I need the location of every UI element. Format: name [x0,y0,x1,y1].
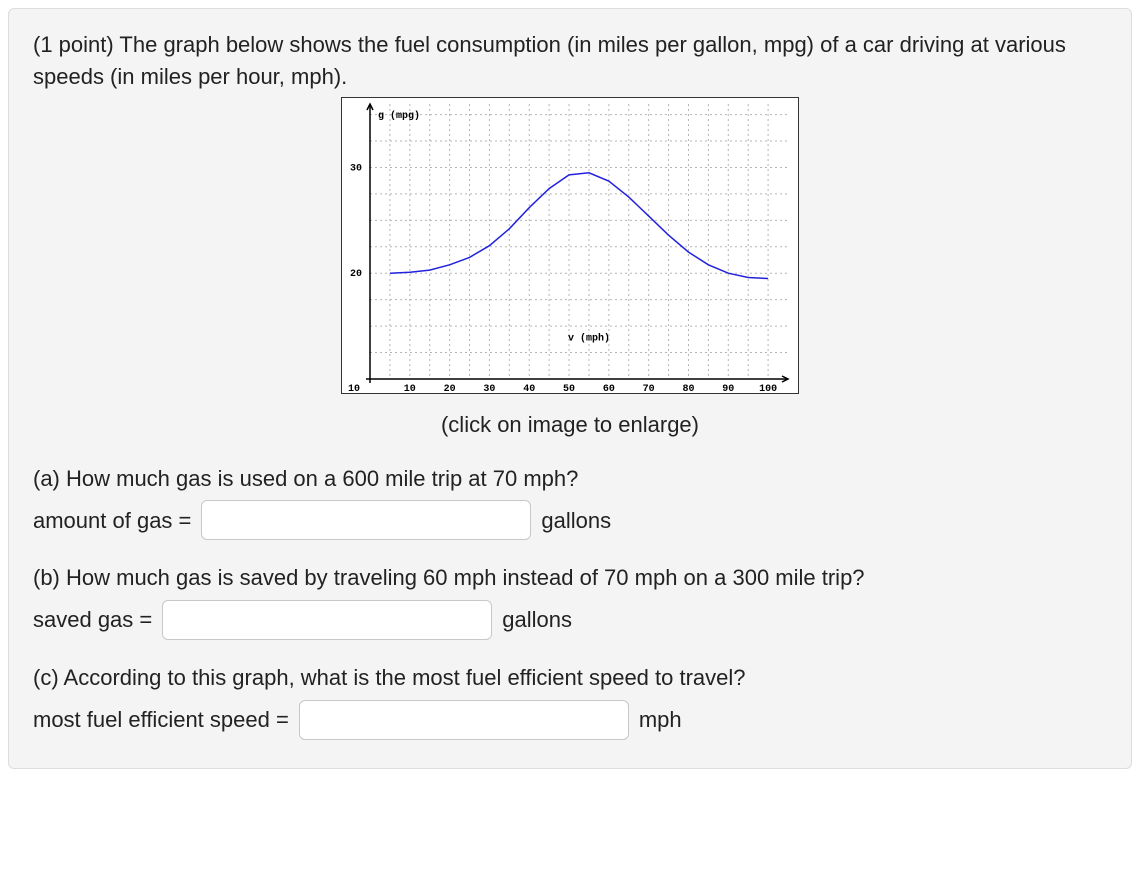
answer-input-c[interactable] [299,700,629,740]
svg-text:90: 90 [722,384,734,395]
svg-text:20: 20 [350,269,362,280]
answer-label-a: amount of gas = [33,505,191,537]
answer-row-c: most fuel efficient speed = mph [33,700,1107,740]
svg-text:g (mpg): g (mpg) [378,110,420,122]
answer-unit-a: gallons [541,505,611,537]
svg-text:60: 60 [603,384,615,395]
question-a: (a) How much gas is used on a 600 mile t… [33,463,1107,495]
answer-unit-c: mph [639,704,682,736]
svg-text:100: 100 [759,384,777,395]
svg-text:30: 30 [350,163,362,174]
svg-text:10: 10 [348,384,360,395]
answer-input-b[interactable] [162,600,492,640]
problem-container: (1 point) The graph below shows the fuel… [8,8,1132,769]
answer-row-b: saved gas = gallons [33,600,1107,640]
svg-text:v (mph): v (mph) [568,332,610,344]
chart-area: 10 20 30 40 50 60 70 80 90 100 20 30 10 g (mpg) v (mph… [33,97,1107,441]
svg-text:40: 40 [523,384,535,395]
svg-text:80: 80 [682,384,694,395]
svg-text:10: 10 [404,384,416,395]
chart-frame[interactable]: 10 20 30 40 50 60 70 80 90 100 20 30 10 g (mpg) v (mph… [341,97,799,394]
answer-label-c: most fuel efficient speed = [33,704,289,736]
question-b: (b) How much gas is saved by traveling 6… [33,562,1107,594]
problem-intro: (1 point) The graph below shows the fuel… [33,29,1107,93]
chart-caption: (click on image to enlarge) [33,409,1107,441]
question-c: (c) According to this graph, what is the… [33,662,1107,694]
mpg-chart: 10 20 30 40 50 60 70 80 90 100 20 30 10 g (mpg) v (mph… [342,98,800,395]
answer-label-b: saved gas = [33,604,152,636]
svg-text:20: 20 [444,384,456,395]
svg-text:70: 70 [643,384,655,395]
svg-text:50: 50 [563,384,575,395]
answer-input-a[interactable] [201,500,531,540]
answer-unit-b: gallons [502,604,572,636]
svg-text:30: 30 [483,384,495,395]
answer-row-a: amount of gas = gallons [33,500,1107,540]
